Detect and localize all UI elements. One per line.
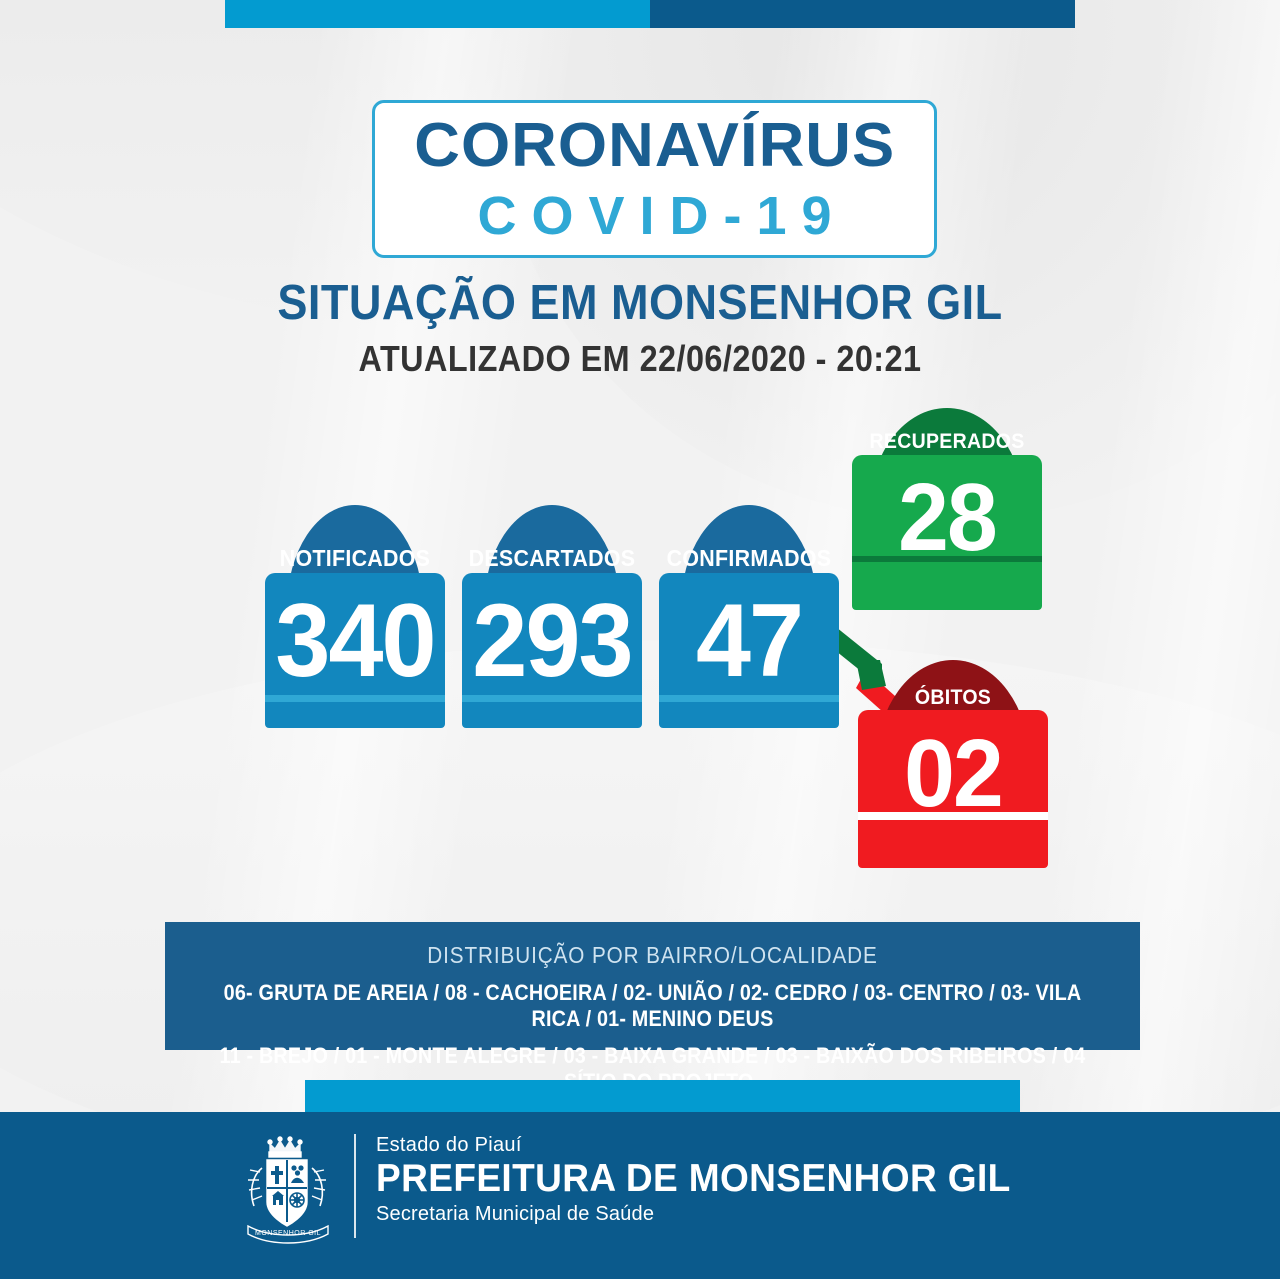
distribution-title: DISTRIBUIÇÃO POR BAIRRO/LOCALIDADE bbox=[427, 942, 878, 968]
stat-value-recuperados: 28 bbox=[898, 464, 998, 571]
stat-card-descartados: DESCARTADOS 293 bbox=[462, 505, 642, 735]
stat-card-recuperados: RECUPERADOS 28 bbox=[852, 408, 1042, 623]
stat-card-confirmados: CONFIRMADOS 47 bbox=[659, 505, 839, 735]
crest-banner-text: MONSENHOR GIL bbox=[255, 1230, 321, 1237]
distribution-line-2: 11 - BREJO / 01 - MONTE ALEGRE / 03 - BA… bbox=[219, 1043, 1086, 1094]
footer-secretaria: Secretaria Municipal de Saúde bbox=[375, 1202, 655, 1225]
distribution-line-1: 06- GRUTA DE AREIA / 08 - CACHOEIRA / 02… bbox=[223, 980, 1082, 1031]
coat-of-arms-icon: MONSENHOR GIL bbox=[247, 1136, 329, 1244]
stat-value-confirmados: 47 bbox=[695, 583, 804, 699]
connector-vertex bbox=[856, 660, 886, 690]
footer-estado: Estado do Piauí bbox=[375, 1134, 522, 1156]
updated-label: ATUALIZADO EM 22/06/2020 - 20:21 bbox=[358, 338, 922, 379]
footer-divider bbox=[353, 1134, 356, 1238]
footer: MONSENHOR GIL Estado do Piauí PREFEITURA… bbox=[0, 1112, 1280, 1279]
stat-label-obitos: ÓBITOS bbox=[914, 686, 992, 709]
stat-card-notificados: NOTIFICADOS 340 bbox=[265, 505, 445, 735]
logo-coronavirus-text: CORONAVÍRUS bbox=[414, 111, 895, 180]
top-accent-bar-light bbox=[225, 0, 650, 28]
stat-label-descartados: DESCARTADOS bbox=[468, 545, 636, 571]
page-title: SITUAÇÃO EM MONSENHOR GIL bbox=[277, 276, 1003, 330]
stat-card-obitos: ÓBITOS 02 bbox=[858, 660, 1048, 885]
stat-label-recuperados: RECUPERADOS bbox=[869, 430, 1025, 453]
footer-text-block: Estado do Piauí PREFEITURA DE MONSENHOR … bbox=[376, 1130, 1044, 1226]
distribution-panel: DISTRIBUIÇÃO POR BAIRRO/LOCALIDADE 06- G… bbox=[165, 922, 1140, 1094]
stat-value-descartados: 293 bbox=[472, 583, 633, 699]
stat-label-notificados: NOTIFICADOS bbox=[279, 545, 431, 571]
footer-prefeitura: PREFEITURA DE MONSENHOR GIL bbox=[375, 1157, 1011, 1200]
top-accent-bar-dark bbox=[650, 0, 1075, 28]
covid-logo-box: CORONAVÍRUS COVID-19 bbox=[372, 100, 937, 258]
stat-value-obitos: 02 bbox=[904, 720, 1004, 827]
logo-covid19-text: COVID-19 bbox=[477, 186, 847, 246]
stat-label-confirmados: CONFIRMADOS bbox=[666, 545, 832, 571]
stat-value-notificados: 340 bbox=[275, 583, 436, 699]
